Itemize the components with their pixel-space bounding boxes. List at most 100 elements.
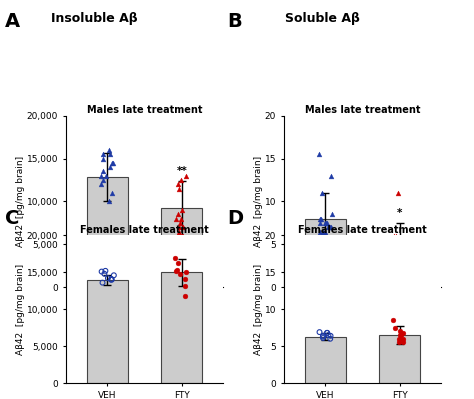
Point <box>316 228 323 235</box>
Point <box>316 215 324 222</box>
Text: Insoluble Aβ: Insoluble Aβ <box>52 12 138 25</box>
Point <box>400 330 407 336</box>
Point <box>182 293 189 299</box>
Point <box>99 177 107 183</box>
Point <box>174 211 182 217</box>
Point <box>173 267 181 273</box>
Point <box>98 269 105 275</box>
Point <box>402 245 410 252</box>
Title: Males late treatment: Males late treatment <box>87 105 202 115</box>
Point <box>323 330 331 336</box>
Point <box>396 328 403 334</box>
Point <box>396 336 403 342</box>
Bar <box>161 272 202 383</box>
Y-axis label: Aβ42  [pg/mg brain]: Aβ42 [pg/mg brain] <box>16 264 25 355</box>
Point <box>104 275 112 281</box>
Point <box>178 233 186 239</box>
Bar <box>305 219 346 287</box>
Point <box>319 228 327 235</box>
Point <box>108 276 115 282</box>
Point <box>105 198 112 205</box>
Point <box>321 220 328 226</box>
Text: A: A <box>5 12 20 31</box>
Point <box>172 215 180 222</box>
Point <box>402 237 410 243</box>
Point <box>319 190 326 196</box>
Point <box>325 332 332 338</box>
Point <box>110 272 118 279</box>
Point <box>319 333 327 339</box>
Point <box>394 190 402 196</box>
Point <box>391 324 399 331</box>
Point <box>321 228 329 235</box>
Point <box>107 151 114 158</box>
Point <box>319 335 327 341</box>
Point <box>108 277 116 283</box>
Point <box>319 233 327 239</box>
Bar <box>87 178 128 287</box>
Point <box>316 329 323 335</box>
Point <box>315 151 323 158</box>
Point <box>317 215 325 222</box>
Point <box>394 245 401 252</box>
Point <box>400 339 407 346</box>
Point <box>174 181 182 188</box>
Point <box>399 336 407 342</box>
Point <box>110 243 118 249</box>
Point <box>391 233 398 239</box>
Title: Females late treatment: Females late treatment <box>80 225 209 235</box>
Point <box>174 260 182 267</box>
Title: Females late treatment: Females late treatment <box>298 225 427 235</box>
Point <box>323 220 330 226</box>
Point <box>180 233 187 239</box>
Point <box>102 172 109 179</box>
Bar <box>87 280 128 383</box>
Point <box>182 269 190 275</box>
Text: **: ** <box>176 166 187 176</box>
Point <box>99 279 106 286</box>
Point <box>402 241 410 247</box>
Point <box>393 241 401 247</box>
Point <box>397 332 404 338</box>
Text: *: * <box>397 208 402 218</box>
Point <box>97 172 105 179</box>
Point <box>324 241 332 247</box>
Point <box>392 233 400 239</box>
Point <box>390 317 397 324</box>
Point <box>323 330 331 336</box>
Point <box>175 228 183 235</box>
Point <box>327 336 334 342</box>
Y-axis label: Aβ42  [pg/mg brain]: Aβ42 [pg/mg brain] <box>16 156 25 247</box>
Point <box>322 220 329 226</box>
Point <box>181 276 188 282</box>
Point <box>172 255 179 261</box>
Point <box>99 151 107 158</box>
Point <box>109 190 116 196</box>
Text: B: B <box>228 12 242 31</box>
Point <box>179 224 187 231</box>
Point <box>178 207 186 213</box>
Point <box>101 268 109 274</box>
Point <box>173 241 181 247</box>
Bar <box>379 240 420 287</box>
Title: Males late treatment: Males late treatment <box>305 105 420 115</box>
Point <box>98 181 105 188</box>
Point <box>176 220 184 226</box>
Point <box>181 282 189 289</box>
Point <box>99 168 107 175</box>
Text: D: D <box>228 209 244 229</box>
Point <box>401 250 409 256</box>
Text: Soluble Aβ: Soluble Aβ <box>285 12 360 25</box>
Point <box>324 224 331 231</box>
Point <box>182 172 190 179</box>
Bar <box>379 335 420 383</box>
Point <box>400 241 407 247</box>
Point <box>319 333 327 340</box>
Point <box>109 160 117 166</box>
Point <box>392 241 400 247</box>
Point <box>177 177 185 183</box>
Y-axis label: Aβ42  [pg/mg brain]: Aβ42 [pg/mg brain] <box>254 156 263 247</box>
Point <box>107 277 115 283</box>
Point <box>106 164 114 170</box>
Point <box>327 173 335 179</box>
